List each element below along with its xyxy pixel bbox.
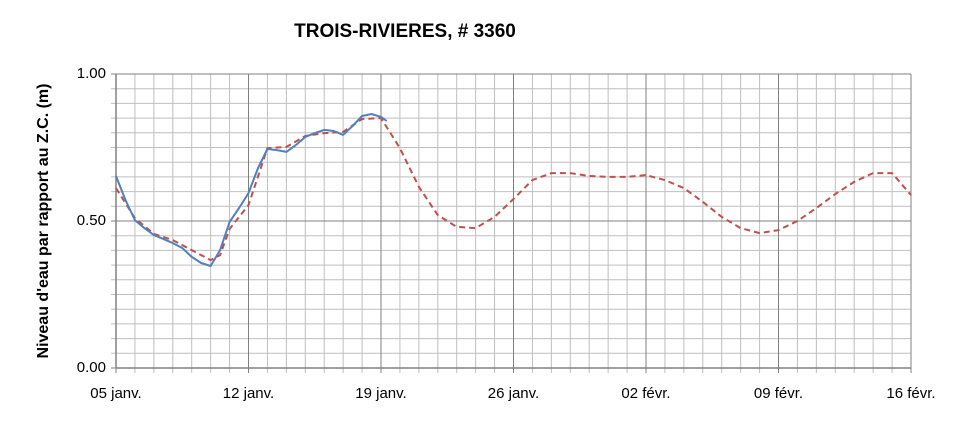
y-axis-label: Niveau d'eau par rapport au Z.C. (m): [35, 84, 52, 359]
y-tick-label: 0.50: [77, 212, 106, 229]
x-tick-label: 16 févr.: [886, 385, 935, 402]
y-tick-label: 0.00: [77, 359, 106, 376]
x-tick-label: 05 janv.: [90, 385, 141, 402]
line-series: [115, 117, 912, 262]
x-tick-label: 26 janv.: [488, 385, 539, 402]
y-tick-label: 1.00: [77, 65, 106, 82]
x-tick-label: 12 janv.: [223, 385, 274, 402]
x-tick-label: 19 janv.: [355, 385, 406, 402]
chart-title: TROIS-RIVIERES, # 3360: [294, 21, 516, 42]
line-series: [115, 113, 388, 267]
x-tick-label: 09 févr.: [754, 385, 803, 402]
x-tick-label: 02 févr.: [621, 385, 670, 402]
